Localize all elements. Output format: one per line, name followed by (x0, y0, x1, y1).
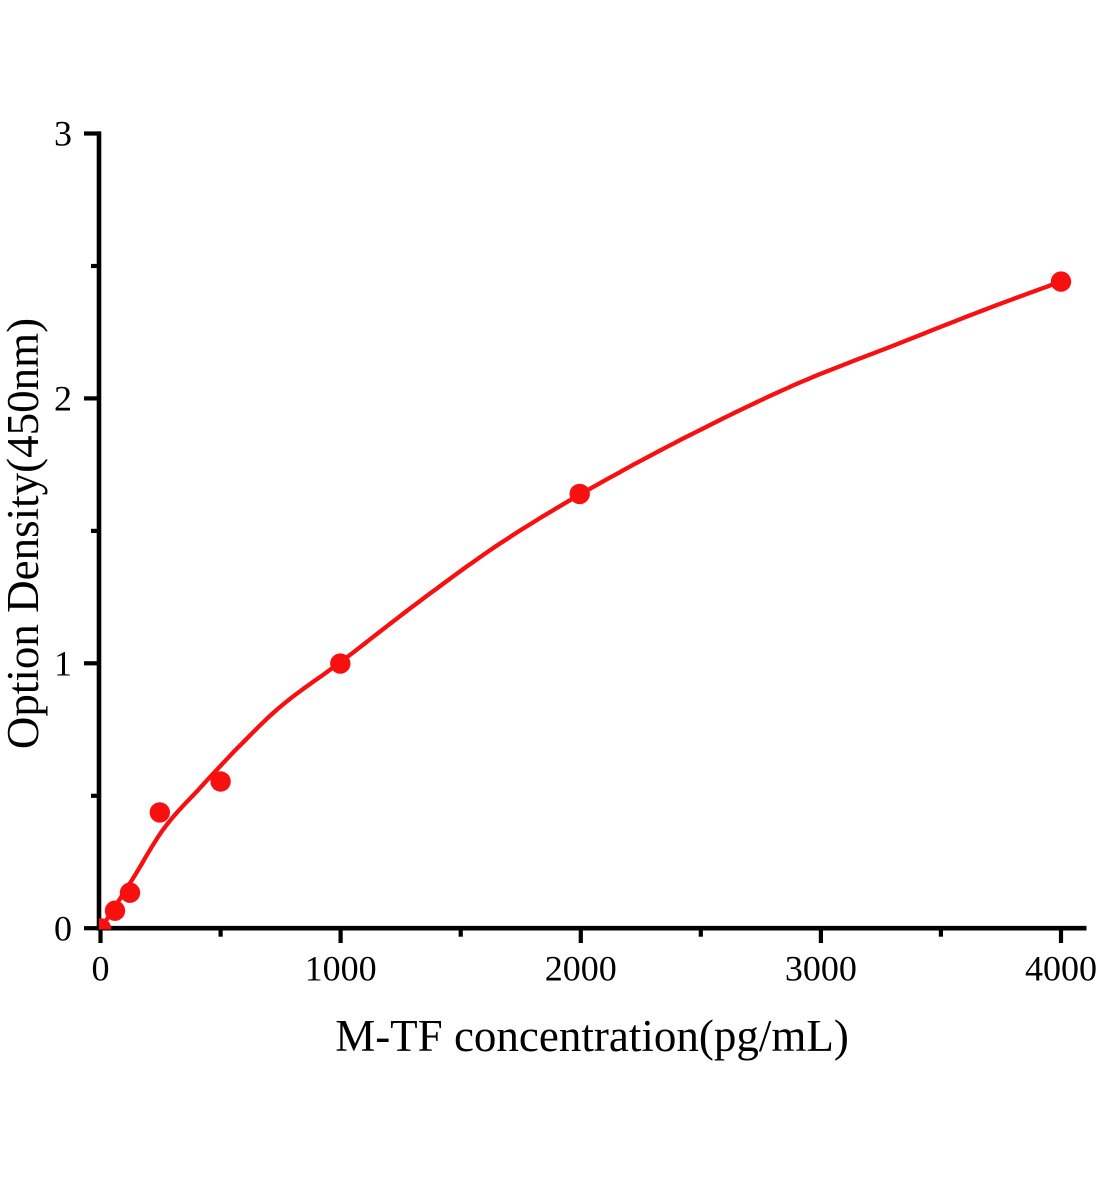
svg-text:1000: 1000 (305, 949, 377, 989)
svg-text:2000: 2000 (545, 949, 617, 989)
svg-text:2: 2 (54, 379, 72, 419)
svg-text:1: 1 (54, 644, 72, 684)
svg-text:4000: 4000 (1025, 949, 1097, 989)
svg-text:Option Density(450nm): Option Density(450nm) (0, 318, 48, 749)
svg-text:0: 0 (54, 908, 72, 948)
svg-text:M-TF concentration(pg/mL): M-TF concentration(pg/mL) (335, 1011, 849, 1061)
svg-text:3000: 3000 (785, 949, 857, 989)
svg-text:3: 3 (54, 114, 72, 154)
svg-text:0: 0 (92, 949, 110, 989)
